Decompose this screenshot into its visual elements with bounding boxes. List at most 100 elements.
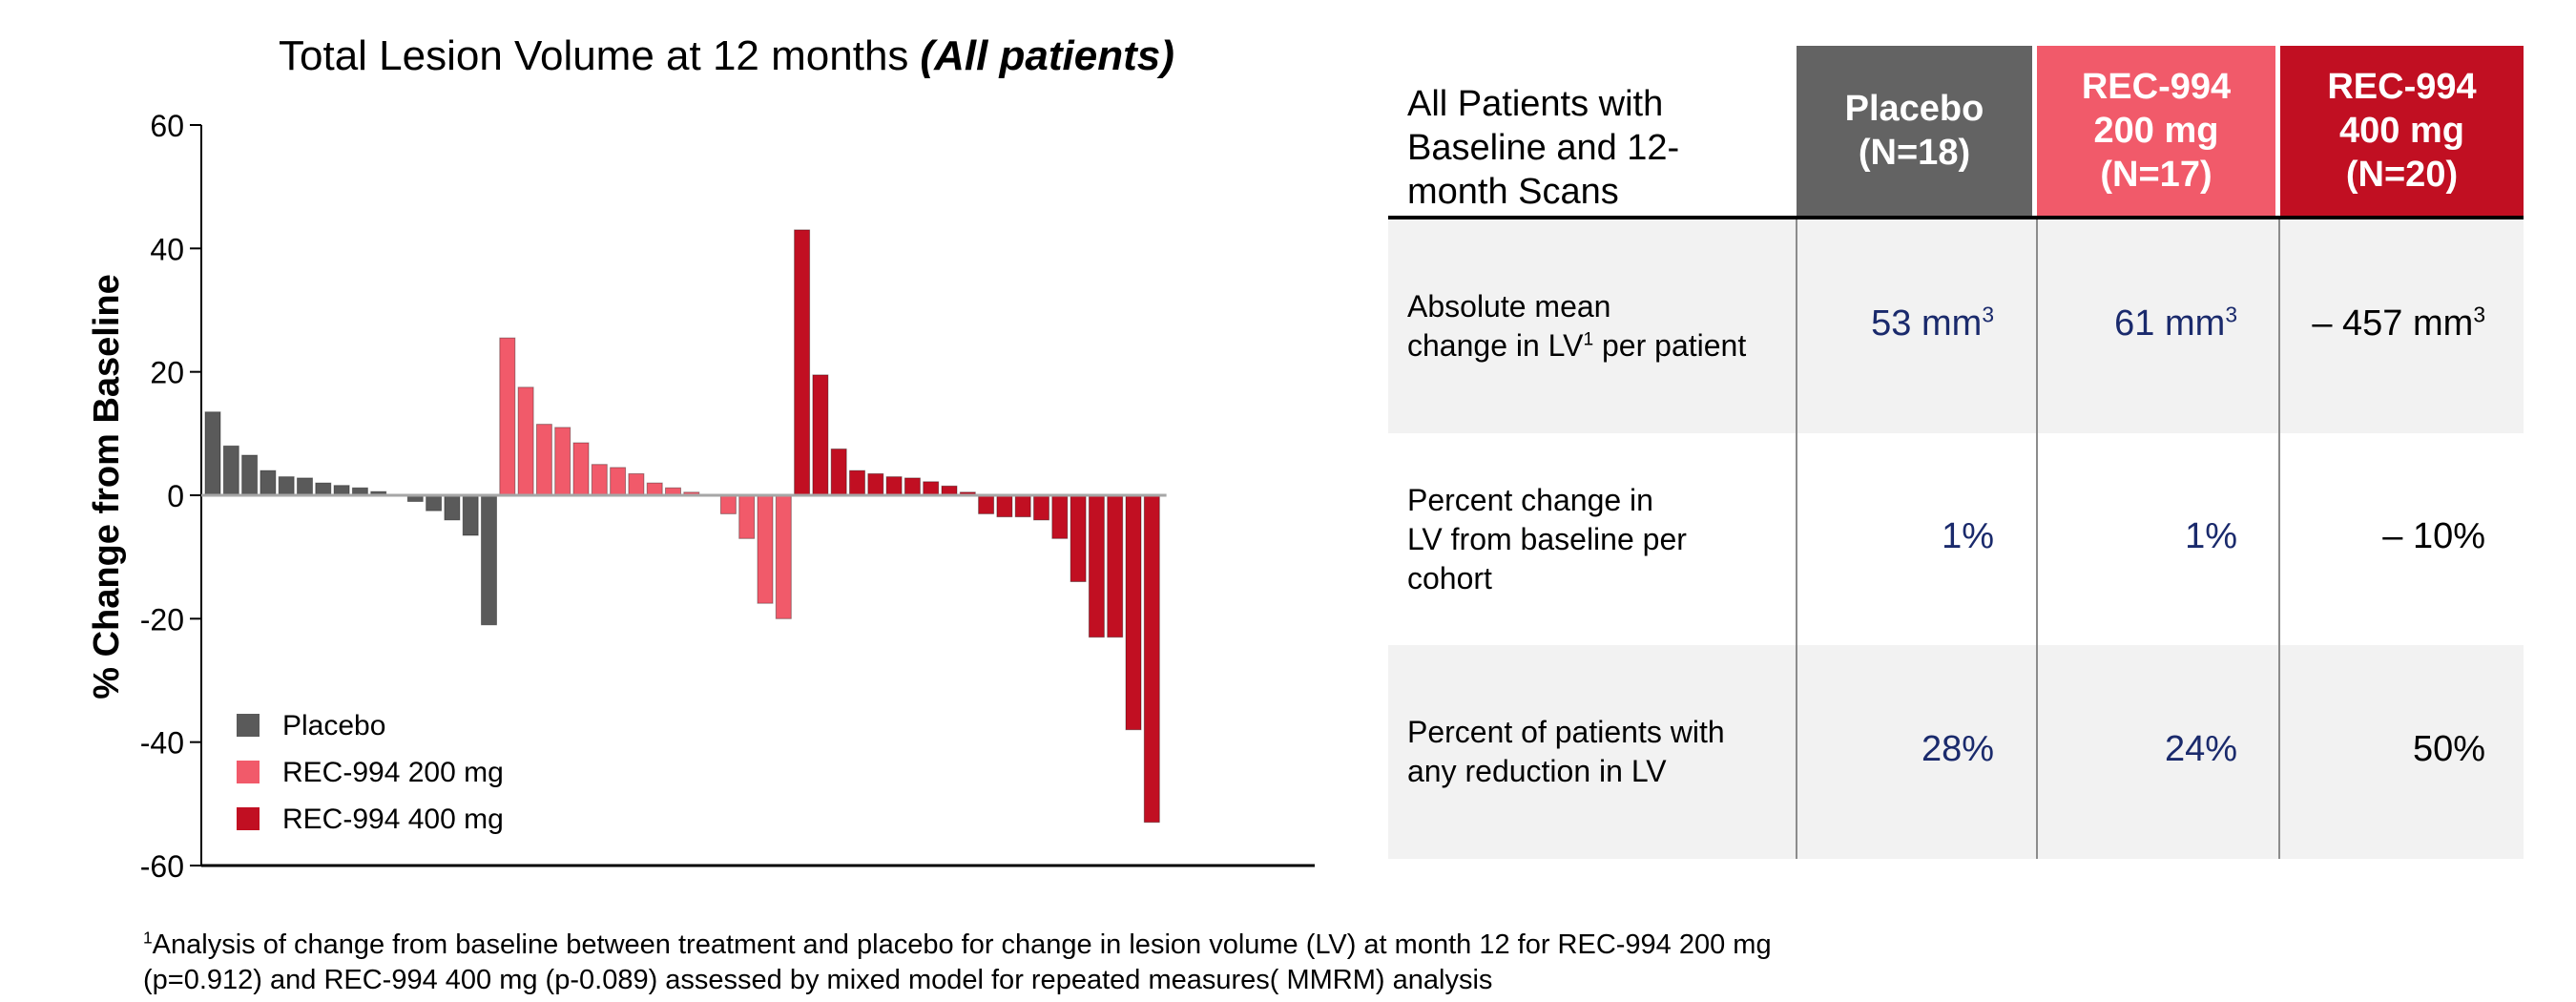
bar xyxy=(535,424,552,496)
row-label-sup: 1 xyxy=(1583,329,1594,350)
header-label-line: All Patients with xyxy=(1407,84,1664,124)
y-axis: 60 40 20 0 -20 -40 -60 xyxy=(140,109,1315,884)
column-divider xyxy=(2278,219,2280,859)
header-label-line: month Scans xyxy=(1407,172,1619,212)
bar xyxy=(646,482,663,496)
legend-label: REC-994 400 mg xyxy=(282,804,504,835)
legend-label: Placebo xyxy=(282,710,385,741)
bar xyxy=(610,467,627,496)
bar xyxy=(904,477,921,496)
bar xyxy=(591,464,608,496)
bar xyxy=(1107,494,1124,638)
bar xyxy=(315,482,332,496)
bar xyxy=(444,494,461,521)
y-tick-label: 40 xyxy=(150,232,184,266)
row-label-line: Percent of patients with xyxy=(1407,715,1725,749)
row-label: Percent change in LV from baseline per coh… xyxy=(1407,481,1687,598)
bar xyxy=(554,427,571,496)
table-cell-value: 1% xyxy=(1942,516,1994,556)
bar xyxy=(738,494,756,539)
column-header-line: REC-994 xyxy=(2327,67,2477,107)
row-label-line: cohort xyxy=(1407,560,1492,595)
table-cell-value: 53 mm3 xyxy=(1871,302,1994,344)
bar xyxy=(923,481,940,496)
table-cell-value: – 457 mm3 xyxy=(2312,302,2485,344)
row-label: Absolute mean change in LV1 per patient xyxy=(1407,287,1746,365)
table-cell-value: 50% xyxy=(2412,729,2485,769)
table-row-band xyxy=(1388,433,2524,645)
footnote-text-1: Analysis of change from baseline between… xyxy=(152,929,1772,960)
legend: Placebo REC-994 200 mg REC-994 400 mg xyxy=(237,710,504,835)
bar xyxy=(719,494,737,514)
bar xyxy=(426,494,443,511)
footnote-sup: 1 xyxy=(143,928,153,948)
legend-swatch xyxy=(237,714,260,737)
waterfall-chart: Total Lesion Volume at 12 months (All pat… xyxy=(0,0,1336,897)
bar xyxy=(333,485,350,496)
table-cell-value: 61 mm3 xyxy=(2114,302,2237,344)
column-divider xyxy=(1796,219,1797,859)
bar xyxy=(1070,494,1087,582)
column-header-line: 200 mg xyxy=(2093,111,2219,151)
bar xyxy=(222,445,239,496)
bar xyxy=(812,374,829,496)
table-row-band xyxy=(1388,645,2524,859)
bar xyxy=(996,494,1013,518)
bar xyxy=(867,472,884,496)
column-header-line: (N=17) xyxy=(2100,155,2212,195)
y-tick-label: 20 xyxy=(150,356,184,390)
bar xyxy=(1014,494,1031,518)
bar xyxy=(204,411,221,496)
row-label: Percent of patients with any reduction in… xyxy=(1407,713,1725,791)
bar xyxy=(978,494,995,514)
table-column-header: Placebo (N=18) xyxy=(1797,46,2032,216)
bar xyxy=(794,229,811,496)
row-label-line: Percent change in xyxy=(1407,482,1653,517)
bar xyxy=(517,386,534,496)
table-cell-value: – 10% xyxy=(2382,516,2485,556)
bar xyxy=(1088,494,1105,638)
bar xyxy=(462,494,479,536)
footnote-line-1: 1Analysis of change from baseline betwee… xyxy=(143,928,2147,963)
bar xyxy=(757,494,774,604)
cohort-table: All Patients with Baseline and 12- month S… xyxy=(1388,46,2524,859)
table-cell-value: 28% xyxy=(1921,729,1994,769)
row-label-line: Absolute mean xyxy=(1407,289,1611,324)
bar xyxy=(1033,494,1049,521)
unit-superscript: 3 xyxy=(2473,302,2485,327)
footnote-line-2: (p=0.912) and REC-994 400 mg (p-0.089) a… xyxy=(143,965,1493,995)
y-tick-label: -40 xyxy=(140,726,184,761)
bars-group xyxy=(201,229,1167,824)
column-header-line: Placebo xyxy=(1844,89,1984,129)
chart-svg: Total Lesion Volume at 12 months (All pat… xyxy=(87,32,1315,884)
bar xyxy=(830,449,847,496)
chart-title-main: Total Lesion Volume at 12 months xyxy=(279,32,908,79)
table-row-band xyxy=(1388,219,2524,433)
row-label-line: any reduction in LV xyxy=(1407,754,1667,788)
chart-title: Total Lesion Volume at 12 months (All pat… xyxy=(279,32,1174,79)
unit-superscript: 3 xyxy=(2225,302,2237,327)
table-column-header: REC-994 200 mg (N=17) xyxy=(2037,46,2275,216)
table-cell-value: 24% xyxy=(2164,729,2237,769)
column-header-line: 400 mg xyxy=(2339,111,2464,151)
bar xyxy=(775,494,792,619)
bar xyxy=(241,454,259,496)
bar xyxy=(278,476,295,496)
legend-swatch xyxy=(237,807,260,830)
bar xyxy=(260,470,277,496)
header-label-line: Baseline and 12- xyxy=(1407,128,1680,168)
header-rule xyxy=(1388,216,2524,219)
chart-title-emphasis: (All patients) xyxy=(920,32,1174,79)
row-label-line: LV from baseline per xyxy=(1407,521,1687,556)
y-axis-label: % Change from Baseline xyxy=(87,274,127,699)
bar xyxy=(1051,494,1069,539)
bar xyxy=(885,476,903,496)
legend-swatch xyxy=(237,761,260,783)
table-cell-value: 1% xyxy=(2185,516,2237,556)
column-header-line: (N=18) xyxy=(1858,133,1971,173)
legend-label: REC-994 200 mg xyxy=(282,757,504,788)
bar xyxy=(499,337,516,496)
bar xyxy=(628,472,645,496)
bar xyxy=(572,442,590,496)
row-label-line: change in LV1 per patient xyxy=(1407,328,1747,363)
